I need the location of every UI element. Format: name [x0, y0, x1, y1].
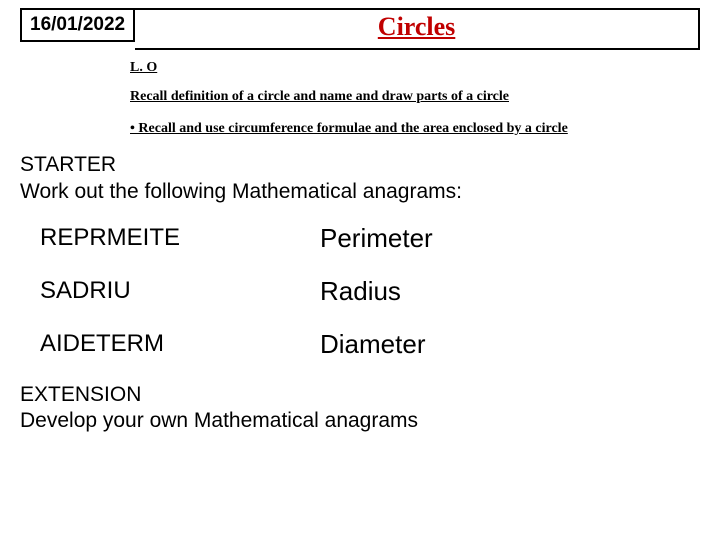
anagram-row: REPRMEITE Perimeter — [40, 223, 700, 254]
extension-section: EXTENSION Develop your own Mathematical … — [20, 382, 700, 435]
lo-heading: L. O — [130, 60, 660, 76]
anagram-row: SADRIU Radius — [40, 276, 700, 307]
lo-item-1: Recall definition of a circle and name a… — [130, 88, 660, 106]
date-box: 16/01/2022 — [20, 8, 135, 42]
starter-section: STARTER Work out the following Mathemati… — [20, 152, 700, 205]
anagram-answer: Diameter — [320, 329, 425, 360]
anagram-scrambled: AIDETERM — [40, 330, 320, 358]
starter-heading: STARTER — [20, 152, 700, 178]
title-box: Circles — [135, 8, 700, 50]
anagram-table: REPRMEITE Perimeter SADRIU Radius AIDETE… — [40, 223, 700, 360]
anagram-answer: Radius — [320, 276, 401, 307]
learning-objectives: L. O Recall definition of a circle and n… — [130, 60, 660, 138]
starter-prompt: Work out the following Mathematical anag… — [20, 179, 700, 205]
date-text: 16/01/2022 — [30, 14, 125, 35]
title-text: Circles — [378, 12, 456, 41]
extension-prompt: Develop your own Mathematical anagrams — [20, 408, 700, 434]
extension-heading: EXTENSION — [20, 382, 700, 408]
anagram-row: AIDETERM Diameter — [40, 329, 700, 360]
header-row: 16/01/2022 Circles — [20, 8, 700, 50]
anagram-scrambled: REPRMEITE — [40, 224, 320, 252]
anagram-answer: Perimeter — [320, 223, 433, 254]
anagram-scrambled: SADRIU — [40, 277, 320, 305]
lo-item-2: • Recall and use circumference formulae … — [130, 120, 660, 138]
